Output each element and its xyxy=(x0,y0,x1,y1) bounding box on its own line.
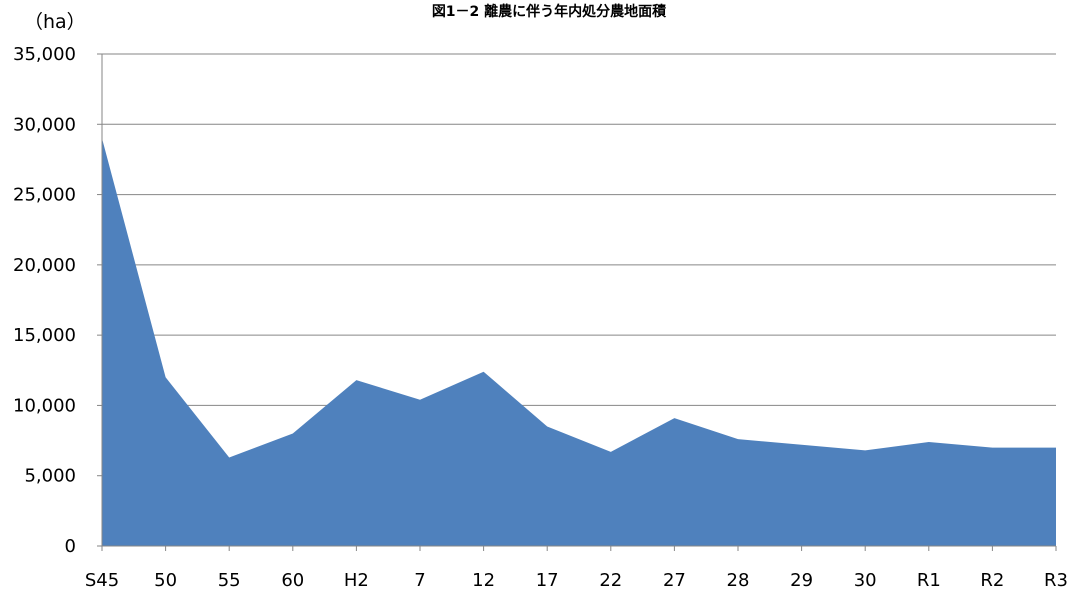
y-tick-label: 15,000 xyxy=(13,325,76,346)
x-tick-label: 27 xyxy=(663,570,686,591)
chart-title: 図1－2 離農に伴う年内処分農地面積 xyxy=(432,3,667,20)
x-tick-label: 29 xyxy=(790,570,813,591)
x-tick-label: 55 xyxy=(218,570,241,591)
x-tick-label: S45 xyxy=(85,570,119,591)
y-axis-unit-label: （ha） xyxy=(24,11,86,33)
y-tick-label: 5,000 xyxy=(24,466,76,487)
x-tick-label: 60 xyxy=(281,570,304,591)
y-tick-label: 35,000 xyxy=(13,44,76,65)
y-tick-label: 20,000 xyxy=(13,255,76,276)
x-tick-label: 7 xyxy=(414,570,425,591)
x-tick-label: 28 xyxy=(727,570,750,591)
x-tick-label: 22 xyxy=(599,570,622,591)
y-tick-label: 25,000 xyxy=(13,185,76,206)
x-tick-label: 30 xyxy=(854,570,877,591)
y-tick-label: 10,000 xyxy=(13,395,76,416)
x-tick-label: R1 xyxy=(917,570,941,591)
series-area-group xyxy=(102,138,1056,546)
x-tick-labels: S45 50 55 60 H2 7 12 17 22 27 28 29 30 R1 R2 R3 xyxy=(85,570,1068,591)
y-tick-label: 0 xyxy=(65,536,76,557)
series-area xyxy=(102,138,1056,546)
y-tick-label: 30,000 xyxy=(13,114,76,135)
x-tick-label: R3 xyxy=(1044,570,1068,591)
x-tick-label: H2 xyxy=(344,570,369,591)
x-tick-label: R2 xyxy=(980,570,1004,591)
y-tick-labels: 0 5,000 10,000 15,000 20,000 25,000 30,000 35,0… xyxy=(13,44,76,557)
x-tick-label: 12 xyxy=(472,570,495,591)
x-tick-label: 17 xyxy=(536,570,559,591)
gridlines xyxy=(102,54,1056,476)
x-tick-label: 50 xyxy=(154,570,177,591)
